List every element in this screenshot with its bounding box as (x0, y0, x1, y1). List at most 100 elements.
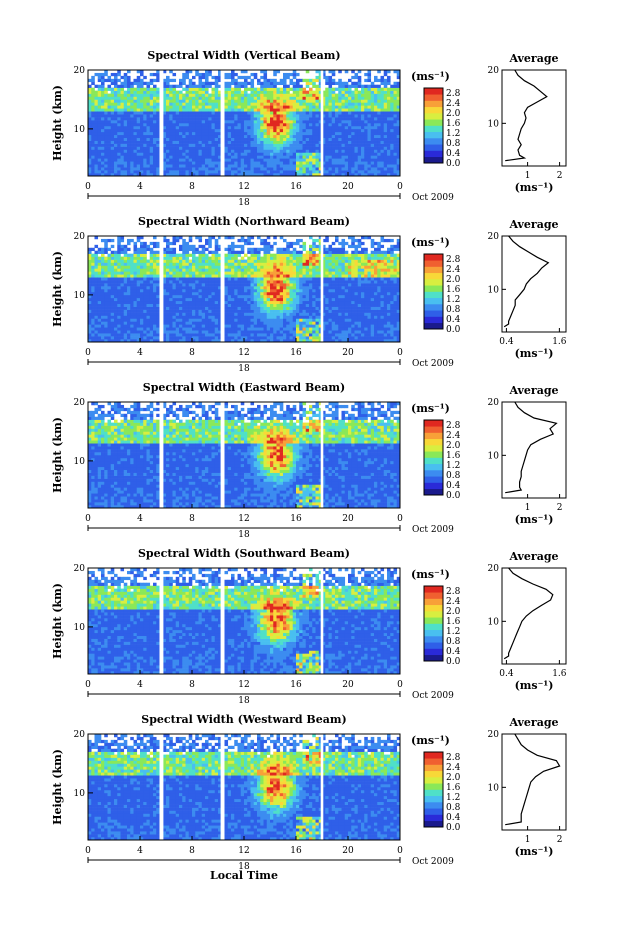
heatmap-cell (136, 164, 141, 168)
heatmap-cell (117, 123, 121, 127)
heatmap-cell (286, 131, 290, 136)
heatmap-cell (156, 286, 160, 290)
heatmap-cell (218, 70, 222, 74)
heatmap-cell (205, 259, 209, 263)
heatmap-cell (114, 283, 118, 287)
heatmap-cell (172, 93, 177, 97)
heatmap-cell (133, 303, 138, 307)
heatmap-cell (127, 125, 131, 130)
heatmap-cell (325, 123, 329, 127)
heatmap-cell (182, 140, 186, 144)
heatmap-cell (250, 137, 255, 141)
heatmap-cell (117, 99, 121, 103)
heatmap-cell (133, 78, 138, 83)
heatmap-cell (179, 244, 183, 249)
heatmap-cell (185, 327, 190, 331)
heatmap-cell (175, 128, 180, 133)
heatmap-cell (325, 146, 329, 150)
heatmap-cell (270, 318, 274, 322)
heatmap-cell (192, 271, 196, 275)
heatmap-cell (94, 125, 99, 130)
heatmap-cell (143, 161, 147, 165)
heatmap-cell (247, 324, 251, 328)
heatmap-cell (166, 161, 170, 165)
heatmap-cell (305, 161, 310, 165)
heatmap-cell (117, 259, 121, 263)
heatmap-cell (315, 93, 320, 97)
heatmap-cell (266, 274, 271, 278)
heatmap-cell (146, 291, 151, 296)
heatmap-cell (104, 286, 108, 290)
heatmap-cell (107, 167, 112, 171)
heatmap-cell (244, 99, 248, 103)
heatmap-cell (214, 137, 219, 141)
heatmap-cell (335, 137, 339, 141)
heatmap-cell (146, 125, 151, 130)
heatmap-cell (257, 297, 261, 302)
heatmap-cell (166, 117, 170, 121)
heatmap-cell (97, 131, 102, 136)
heatmap-cell (344, 111, 349, 115)
heatmap-cell (117, 336, 121, 340)
heatmap-cell (205, 324, 209, 328)
heatmap-cell (292, 99, 297, 103)
heatmap-cell (322, 99, 326, 103)
heatmap-cell (208, 309, 212, 313)
heatmap-cell (273, 111, 277, 115)
heatmap-cell (104, 131, 108, 136)
heatmap-cell (312, 137, 316, 141)
heatmap-cell (205, 291, 209, 296)
heatmap-cell (195, 236, 199, 240)
heatmap-cell (97, 294, 102, 299)
heatmap-cell (133, 247, 138, 252)
heatmap-cell (380, 146, 385, 150)
heatmap-cell (348, 128, 352, 133)
heatmap-cell (136, 102, 141, 106)
heatmap-cell (344, 149, 349, 153)
heatmap-cell (97, 72, 102, 77)
heatmap-cell (260, 70, 264, 74)
heatmap-cell (273, 155, 277, 159)
heatmap-cell (140, 253, 144, 257)
heatmap-cell (143, 339, 147, 343)
heatmap-cell (91, 283, 95, 287)
heatmap-cell (244, 286, 248, 290)
heatmap-cell (344, 134, 349, 139)
heatmap-cell (201, 274, 206, 278)
heatmap-cell (224, 277, 229, 281)
heatmap-cell (393, 90, 398, 94)
heatmap-cell (166, 102, 170, 106)
heatmap-cell (88, 93, 92, 97)
heatmap-cell (270, 105, 274, 109)
heatmap-cell (162, 256, 167, 260)
heatmap-cell (91, 164, 95, 168)
heatmap-cell (153, 244, 157, 249)
heatmap-cell (354, 143, 359, 147)
heatmap-cell (114, 111, 118, 115)
heatmap-cell (123, 72, 128, 77)
heatmap-cell (218, 289, 222, 293)
heatmap-cell (364, 173, 368, 177)
heatmap-cell (214, 256, 219, 260)
heatmap-cell (234, 143, 238, 147)
heatmap-cell (237, 253, 242, 257)
heatmap-cell (201, 167, 206, 171)
heatmap-cell (331, 149, 336, 153)
heatmap-cell (390, 158, 394, 162)
heatmap-cell (328, 102, 333, 106)
heatmap-cell (357, 105, 362, 109)
heatmap-cell (198, 155, 203, 159)
heatmap-cell (101, 277, 105, 281)
heatmap-cell (234, 123, 238, 127)
heatmap-cell (195, 134, 199, 139)
heatmap-cell (208, 330, 212, 334)
heatmap-cell (231, 277, 235, 281)
heatmap-cell (208, 105, 212, 109)
heatmap-cell (110, 280, 115, 284)
heatmap-cell (257, 327, 261, 331)
heatmap-cell (328, 108, 333, 112)
heatmap-cell (149, 96, 154, 100)
heatmap-cell (286, 120, 290, 124)
heatmap-cell (218, 84, 222, 88)
heatmap-cell (250, 170, 255, 174)
